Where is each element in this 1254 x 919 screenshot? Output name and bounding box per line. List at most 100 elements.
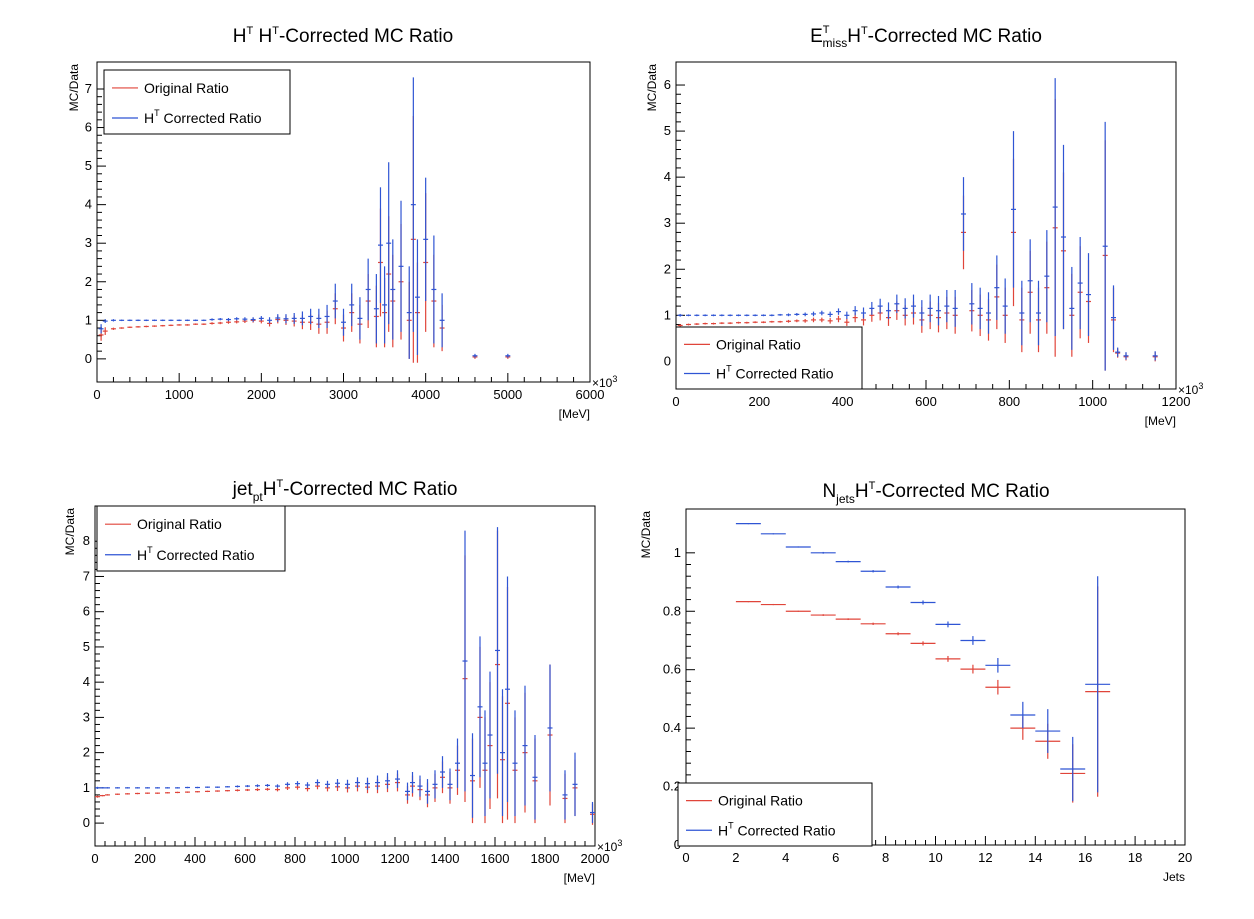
x-tick-label: 4000 (411, 387, 440, 402)
data-point (431, 235, 437, 344)
data-point (410, 772, 415, 794)
title-part: -Corrected MC Ratio (868, 26, 1042, 47)
data-point (1086, 253, 1091, 337)
data-point (357, 297, 363, 340)
data-point (761, 314, 766, 317)
data-point (910, 641, 936, 646)
data-point (305, 782, 310, 788)
y-tick-label: 2 (85, 274, 92, 289)
legend: Original Ratio HT Corrected Ratio (96, 505, 286, 572)
data-point (455, 738, 460, 788)
data-point (417, 775, 423, 797)
x-tick-label: 6000 (576, 387, 605, 402)
data-point (405, 782, 410, 801)
data-point (265, 783, 270, 787)
data-point (176, 324, 182, 326)
data-point (819, 317, 825, 323)
x-tick-label: 0 (682, 850, 689, 865)
x-tick-label: 1000 (1078, 394, 1107, 409)
data-point (143, 325, 149, 328)
data-point (1077, 237, 1083, 330)
y-tick-label: 7 (83, 568, 90, 583)
x-tick-label: 4 (782, 850, 789, 865)
data-point (160, 319, 166, 322)
y-tick-label: 8 (83, 533, 90, 548)
data-point (487, 671, 493, 799)
data-point (694, 314, 700, 317)
data-point (423, 177, 429, 302)
legend-label-corrected: HT Corrected Ratio (716, 364, 834, 382)
data-point (532, 735, 538, 820)
y-tick-label: 6 (664, 77, 671, 92)
legend-label-original: Original Ratio (716, 336, 801, 352)
data-point (869, 301, 875, 315)
legend-part: Corrected Ratio (160, 110, 262, 126)
x-tick-label: 2000 (581, 851, 610, 866)
title-part: H (263, 479, 277, 500)
x-tick-label: 0 (93, 387, 100, 402)
multiplier-base: ×10 (592, 376, 613, 390)
x-tick-label: 18 (1128, 850, 1142, 865)
data-point (1027, 239, 1033, 323)
multiplier-exp: 3 (617, 838, 622, 848)
data-point (462, 530, 468, 792)
data-point (255, 784, 260, 788)
data-point (215, 790, 220, 792)
data-point (152, 325, 157, 327)
data-point (512, 710, 518, 817)
data-point (1061, 144, 1066, 330)
data-point (852, 306, 858, 316)
x-tick-label: 3000 (329, 387, 358, 402)
data-point (439, 293, 445, 348)
x-tick-label: 200 (748, 394, 770, 409)
data-point (345, 779, 350, 789)
x-tick-label: 12 (978, 850, 992, 865)
data-point (105, 787, 110, 789)
y-tick-label: 3 (664, 215, 671, 230)
title-sup: T (276, 478, 283, 490)
legend-part: Corrected Ratio (734, 822, 836, 838)
data-point (160, 324, 166, 327)
data-point (291, 312, 297, 324)
data-point (406, 266, 412, 359)
data-point (235, 789, 240, 792)
data-point (811, 311, 816, 317)
data-point (95, 795, 100, 798)
data-point (395, 770, 400, 788)
data-point (175, 787, 180, 789)
data-point (744, 321, 750, 324)
data-point (702, 322, 708, 325)
series-original (98, 115, 511, 363)
data-point (961, 177, 966, 251)
data-point (195, 786, 200, 789)
data-point (760, 533, 786, 535)
data-point (341, 308, 346, 336)
x-tick-label: 1000 (331, 851, 360, 866)
data-point (209, 318, 215, 321)
x-tick-label: 800 (998, 394, 1020, 409)
data-point (378, 187, 383, 303)
data-point (744, 314, 750, 317)
legend-label-original: Original Ratio (144, 80, 229, 96)
y-tick-label: 4 (85, 197, 92, 212)
x-tick-label: 1400 (431, 851, 460, 866)
panel-met: ET missHT-Corrected MC RatioMC/Data[MeV]×… (645, 24, 1203, 428)
data-point (332, 283, 338, 319)
data-point (686, 314, 691, 317)
data-point (505, 576, 510, 802)
legend-sup: T (726, 364, 732, 374)
panel-jetpt: jetptHT-Corrected MC RatioMC/Data[MeV]×1… (63, 478, 622, 885)
data-point (1060, 736, 1086, 802)
x-axis-label: Jets (1163, 870, 1185, 884)
x-tick-label: 10 (928, 850, 942, 865)
data-point (425, 779, 430, 804)
data-point (245, 785, 250, 788)
data-point (375, 775, 380, 790)
x-tick-label: 800 (284, 851, 306, 866)
x-tick-label: 600 (915, 394, 937, 409)
data-point (794, 319, 800, 323)
data-point (267, 317, 273, 324)
legend-part: H (718, 822, 728, 838)
data-point (994, 255, 1000, 320)
legend-label-original: Original Ratio (137, 516, 222, 532)
